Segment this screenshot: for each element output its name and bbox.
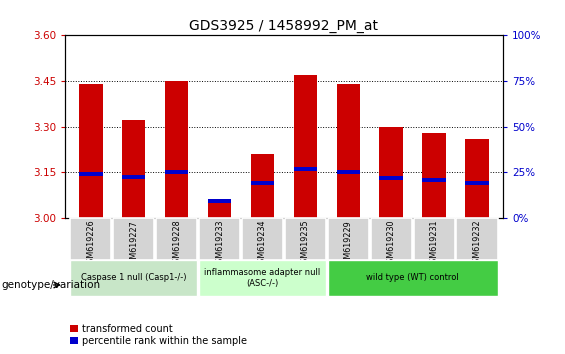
Bar [208, 199, 231, 203]
Bar [285, 218, 326, 260]
Bar [113, 218, 154, 260]
Bar [70, 260, 197, 296]
Legend: transformed count, percentile rank within the sample: transformed count, percentile rank withi… [70, 324, 247, 346]
Text: inflammasome adapter null
(ASC-/-): inflammasome adapter null (ASC-/-) [205, 268, 320, 287]
Text: GSM619234: GSM619234 [258, 220, 267, 268]
Bar [423, 133, 446, 218]
Bar [79, 84, 102, 218]
Text: GSM619235: GSM619235 [301, 220, 310, 268]
Text: GSM619228: GSM619228 [172, 220, 181, 268]
Bar [122, 175, 145, 179]
Bar [79, 172, 102, 176]
Bar [165, 170, 188, 174]
Bar [466, 181, 489, 185]
Bar [337, 84, 360, 218]
Text: GSM619233: GSM619233 [215, 220, 224, 268]
Bar [328, 260, 498, 296]
Bar [242, 218, 283, 260]
Bar [294, 167, 317, 171]
Bar [122, 120, 145, 218]
Bar [371, 218, 412, 260]
Bar [251, 154, 274, 218]
Bar [380, 176, 403, 180]
Text: GSM619231: GSM619231 [429, 220, 438, 268]
Text: GSM619229: GSM619229 [344, 220, 353, 269]
Bar [199, 218, 240, 260]
Bar [414, 218, 455, 260]
Text: wild type (WT) control: wild type (WT) control [366, 273, 459, 282]
Bar [251, 181, 274, 185]
Bar [294, 75, 317, 218]
Bar [156, 218, 197, 260]
Bar [165, 81, 188, 218]
Bar [380, 127, 403, 218]
Text: GSM619227: GSM619227 [129, 220, 138, 269]
Text: GSM619230: GSM619230 [386, 220, 396, 268]
Bar [70, 218, 111, 260]
Bar [466, 139, 489, 218]
Bar [328, 218, 369, 260]
Text: genotype/variation: genotype/variation [1, 280, 100, 290]
Bar [457, 218, 498, 260]
Bar [199, 260, 326, 296]
Text: GSM619232: GSM619232 [472, 220, 481, 268]
Title: GDS3925 / 1458992_PM_at: GDS3925 / 1458992_PM_at [189, 19, 379, 33]
Bar [208, 200, 231, 218]
Bar [337, 170, 360, 174]
Bar [423, 178, 446, 182]
Text: GSM619226: GSM619226 [86, 220, 95, 268]
Text: Caspase 1 null (Casp1-/-): Caspase 1 null (Casp1-/-) [81, 273, 186, 282]
